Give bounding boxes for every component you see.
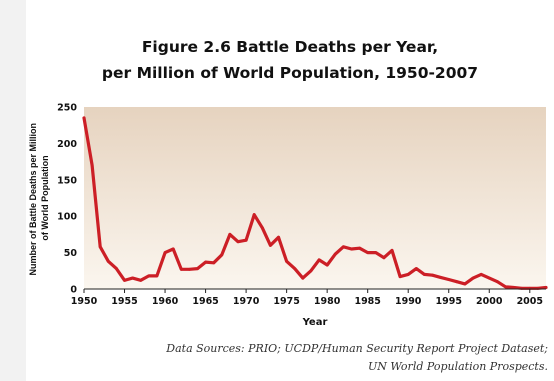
data-point [423,273,426,276]
data-point [260,226,264,230]
data-point [374,251,378,255]
x-tick-label: 1975 [273,296,299,307]
data-point [228,233,232,236]
area-layer [82,116,548,290]
data-point [123,278,126,282]
data-point [342,245,345,249]
data-source-note: Data Sources: PRIO; UCDP/Human Security … [28,340,548,376]
data-point [212,261,216,265]
data-point [309,269,313,273]
data-point [333,252,337,256]
data-point [106,259,110,263]
data-point [366,251,370,255]
data-point [504,285,507,289]
x-tick-label: 1980 [314,296,341,307]
chart-subtitle: per Million of World Population, 1950-20… [101,64,479,82]
data-point [204,260,208,264]
data-point [179,267,183,271]
y-tick-label: 0 [70,285,77,296]
x-tick-label: 2000 [476,296,503,307]
data-point [317,258,321,262]
data-point [358,246,361,250]
data-point [131,276,135,280]
data-point [155,274,159,278]
data-point [463,282,467,286]
data-point [496,280,499,284]
data-source-line-1: Data Sources: PRIO; UCDP/Human Security … [166,342,548,355]
x-tick-label: 1970 [233,296,260,307]
data-point [171,247,175,251]
data-point [163,251,167,255]
data-point [390,249,394,252]
x-tick-label: 1995 [436,296,462,307]
data-point [301,276,305,280]
data-point [236,240,240,244]
x-tick-label: 1955 [111,296,137,307]
x-axis-label: Year [302,317,328,328]
data-point [487,276,491,280]
data-point [220,253,224,257]
data-point [188,267,191,271]
y-axis-label-line-2: of World Population [40,155,50,240]
ticks-layer: 1950 1955 1960 1965 1970 1975 1980 1985 1990 1995… [57,103,543,308]
x-tick-label: 1990 [395,296,422,307]
data-point [406,273,410,276]
data-point [139,278,143,282]
data-point [544,286,548,289]
x-tick-label: 1965 [192,296,218,307]
data-point [98,245,102,249]
y-axis-label-line-1: Number of Battle Deaths per Million [28,123,38,276]
chart-title: Figure 2.6 Battle Deaths per Year, [141,38,439,56]
data-point [447,278,451,281]
data-point [439,276,442,279]
y-tick-label: 50 [64,248,78,259]
data-point [479,273,483,276]
plot-background [84,107,546,289]
data-source-line-2: UN World Population Prospects. [367,360,548,373]
data-point [269,243,272,247]
x-tick-label: 1960 [152,296,179,307]
data-point [277,235,280,239]
data-point [398,275,402,278]
y-axis-label: Number of Battle Deaths per Million of W… [28,120,50,275]
data-point [82,116,86,120]
data-point [471,276,475,280]
data-point [285,259,288,263]
data-point [115,267,118,270]
series-line-0 [82,116,548,290]
data-point [196,267,199,270]
data-point [414,267,418,270]
data-point [325,263,329,267]
data-point [382,256,386,260]
chart-title-block: Figure 2.6 Battle Deaths per Year, per M… [26,34,554,86]
data-point [147,274,151,278]
data-point [244,238,248,242]
x-tick-label: 1985 [354,296,380,307]
data-point [252,213,256,217]
data-point [90,163,94,167]
data-point [455,280,459,284]
x-tick-label: 1950 [71,296,98,307]
data-point [431,273,434,277]
data-point [350,247,353,251]
y-tick-label: 150 [57,175,77,186]
y-tick-label: 250 [57,103,77,114]
data-point [512,286,515,289]
data-point [293,267,297,270]
y-tick-label: 200 [57,139,77,150]
y-tick-label: 100 [57,212,77,223]
x-tick-label: 2005 [517,296,543,307]
